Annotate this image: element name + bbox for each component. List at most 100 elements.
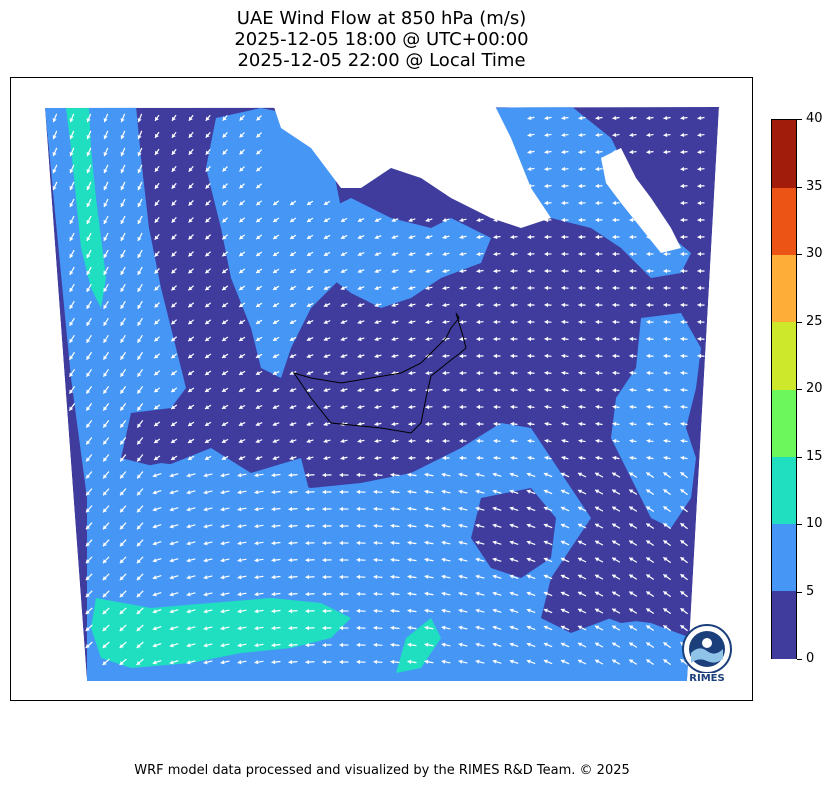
wind-arrow-head	[391, 302, 396, 308]
wind-region-north-band	[206, 108, 361, 378]
wind-arrow-head	[646, 608, 651, 613]
wind-arrow-head	[152, 626, 157, 631]
wind-arrow-head	[205, 286, 210, 291]
wind-arrow-head	[680, 608, 685, 613]
wind-arrow-head	[52, 168, 57, 174]
wind-arrow-head	[254, 472, 259, 478]
wind-arrow-head	[357, 353, 362, 359]
wind-arrow-head	[442, 319, 447, 325]
wind-arrow-head	[322, 659, 327, 665]
wind-arrow-head	[391, 268, 396, 274]
wind-arrow-head	[527, 132, 532, 138]
wind-arrow-head	[391, 387, 396, 393]
wind-arrow-head	[663, 336, 668, 342]
wind-arrow-head	[612, 404, 617, 410]
wind-arrow-head	[120, 321, 125, 326]
wind-arrow-head	[69, 236, 74, 241]
wind-region-teal-south	[396, 618, 441, 673]
wind-arrow-head	[407, 625, 412, 631]
wind-arrow-head	[390, 659, 395, 665]
wind-arrow-head	[373, 608, 378, 614]
wind-arrow-head	[543, 557, 548, 562]
wind-arrow-head	[680, 523, 685, 528]
wind-arrow-head	[288, 608, 293, 614]
wind-arrow-head	[526, 472, 531, 477]
wind-arrow-head	[69, 202, 74, 208]
wind-arrow-head	[340, 336, 345, 342]
rimes-logo: RIMES	[676, 623, 738, 689]
wind-arrow-head	[306, 370, 311, 376]
wind-arrow-head	[476, 217, 481, 223]
wind-arrow-head	[441, 642, 446, 647]
wind-arrow-head	[442, 353, 447, 359]
wind-arrow-head	[578, 319, 583, 325]
wind-arrow-head	[374, 251, 379, 257]
wind-arrow-head	[578, 455, 583, 461]
wind-arrow-head	[458, 557, 463, 562]
wind-arrow-head	[203, 592, 208, 597]
wind-arrow-head	[306, 387, 311, 393]
wind-arrow-head	[356, 574, 361, 580]
wind-arrow-head	[629, 268, 634, 274]
wind-arrow-head	[510, 336, 515, 342]
wind-arrow-head	[272, 421, 277, 427]
wind-arrow-head	[120, 202, 125, 208]
wind-arrow-head	[256, 235, 261, 240]
wind-arrow-head	[203, 660, 208, 665]
wind-arrow-head	[595, 472, 600, 477]
wind-arrow-head	[171, 150, 176, 155]
wind-arrow-head	[476, 234, 481, 240]
wind-arrow-head	[222, 133, 227, 138]
wind-arrow-head	[305, 557, 310, 563]
colorbar-tick	[797, 389, 802, 390]
wind-arrow-head	[646, 370, 651, 376]
wind-arrow-head	[239, 235, 244, 240]
wind-arrow-head	[560, 489, 565, 494]
wind-arrow-head	[186, 507, 191, 512]
wind-arrow-head	[373, 625, 378, 631]
colorbar-tick	[797, 524, 802, 525]
wind-arrow-head	[339, 557, 344, 563]
wind-arrow-head	[373, 489, 378, 495]
wind-arrow-head	[527, 234, 532, 240]
wind-arrow-head	[188, 354, 193, 359]
wind-arrow-head	[306, 404, 311, 410]
wind-arrow-head	[136, 593, 141, 598]
wind-arrow-head	[339, 472, 344, 478]
wind-arrow-head	[256, 116, 261, 121]
wind-arrow-head	[510, 217, 515, 223]
wind-arrow-head	[612, 472, 617, 477]
wind-arrow-head	[493, 251, 498, 257]
wind-arrow-head	[560, 591, 565, 596]
wind-arrow-head	[86, 185, 91, 191]
wind-arrow-head	[612, 234, 617, 240]
wind-arrow-head	[152, 524, 157, 529]
wind-arrow-head	[646, 659, 651, 664]
wind-arrow-head	[595, 489, 600, 494]
wind-arrow-head	[510, 438, 515, 444]
wind-arrow-head	[86, 338, 91, 343]
wind-arrow-head	[544, 183, 549, 189]
wind-arrow-head	[458, 472, 463, 477]
wind-arrow-head	[136, 660, 141, 665]
wind-arrow-head	[288, 506, 293, 512]
wind-arrow-head	[220, 507, 225, 512]
wind-arrow-head	[188, 337, 193, 342]
colorbar-tick	[797, 659, 802, 660]
wind-arrow-head	[357, 285, 362, 291]
wind-arrow-head	[237, 524, 242, 529]
wind-arrow-head	[254, 540, 259, 546]
wind-arrow-head	[169, 643, 174, 648]
wind-arrow-head	[154, 371, 159, 376]
wind-arrow-head	[527, 268, 532, 274]
wind-arrow-head	[459, 370, 464, 376]
wind-arrow-head	[86, 219, 91, 225]
wind-arrow-head	[578, 251, 583, 257]
wind-arrow-head	[425, 336, 430, 342]
wind-arrow-head	[119, 644, 124, 648]
wind-arrow-head	[458, 523, 463, 528]
wind-arrow-head	[475, 625, 480, 630]
wind-arrow-head	[323, 404, 328, 410]
wind-arrow-head	[697, 217, 702, 223]
wind-arrow-head	[595, 387, 600, 393]
